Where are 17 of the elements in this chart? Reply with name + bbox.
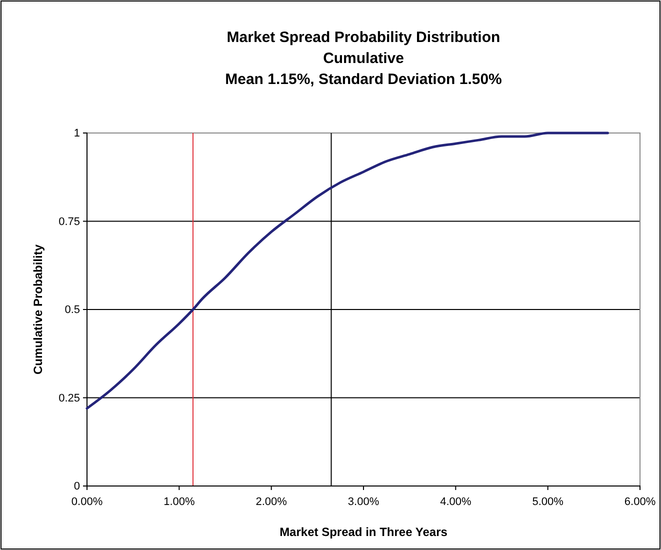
x-tick-label: 4.00% <box>440 496 472 508</box>
y-axis-title: Cumulative Probability <box>31 244 45 375</box>
y-tick-label: 0 <box>74 480 80 493</box>
x-tick-label: 5.00% <box>532 496 564 508</box>
x-tick-label: 2.00% <box>256 496 288 508</box>
chart-subtitle: Cumulative Mean 1.15%, Standard Deviation 1.50% <box>225 50 502 88</box>
y-tick-label: 0.75 <box>58 216 80 228</box>
x-tick-label: 3.00% <box>348 496 380 508</box>
y-tick-label: 0.25 <box>58 392 80 404</box>
chart-title: Market Spread Probability Distribution <box>226 29 500 46</box>
x-axis-title: Market Spread in Three Years <box>280 525 448 539</box>
y-tick-label: 0.5 <box>64 304 80 316</box>
x-tick-label: 1.00% <box>164 496 195 508</box>
x-tick-label: 6.00% <box>624 496 656 508</box>
y-tick-label: 1 <box>74 128 80 140</box>
line-series <box>86 132 609 410</box>
x-tick-label: 0.00% <box>71 496 103 508</box>
